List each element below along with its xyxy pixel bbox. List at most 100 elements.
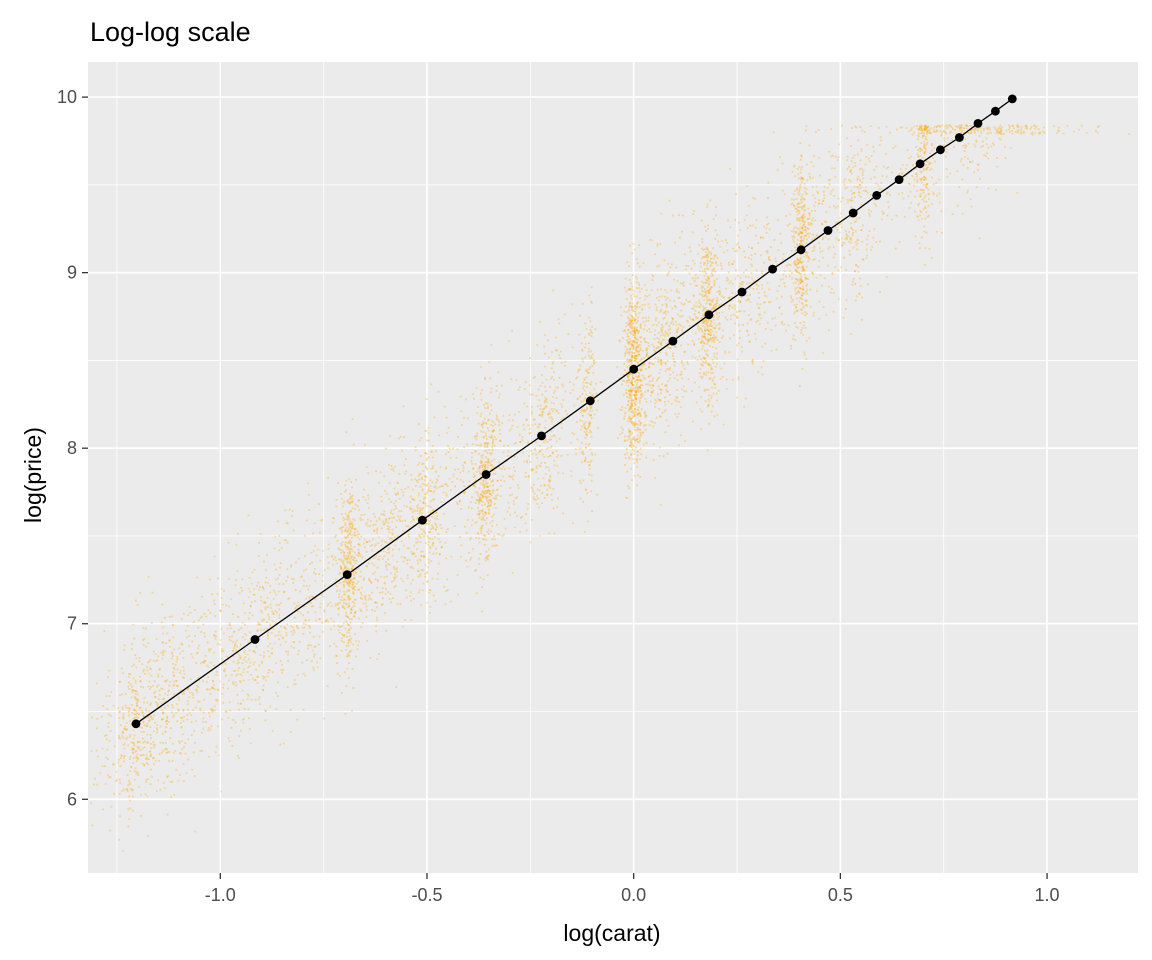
scatter-point (699, 306, 701, 308)
scatter-point (184, 742, 187, 744)
scatter-point (435, 487, 438, 490)
scatter-point (648, 361, 651, 364)
scatter-point (475, 521, 478, 523)
scatter-point (739, 229, 742, 231)
scatter-point (712, 268, 715, 271)
scatter-point (280, 602, 282, 604)
scatter-point (693, 210, 695, 212)
scatter-point (630, 454, 632, 456)
scatter-point (399, 520, 401, 522)
scatter-point (704, 349, 706, 352)
scatter-point (541, 414, 544, 416)
scatter-point (353, 615, 356, 618)
scatter-point (346, 546, 349, 549)
scatter-point (635, 438, 638, 441)
scatter-point (239, 703, 242, 705)
scatter-point (633, 413, 636, 416)
scatter-point (426, 580, 429, 583)
scatter-point (633, 333, 636, 335)
scatter-point (353, 605, 356, 607)
scatter-point (757, 285, 760, 287)
scatter-point (634, 403, 637, 406)
scatter-point (418, 534, 421, 536)
scatter-point (344, 490, 347, 493)
scatter-point (220, 597, 223, 599)
scatter-point (645, 349, 648, 352)
scatter-point (638, 386, 641, 389)
scatter-point (635, 397, 637, 400)
scatter-point (301, 575, 303, 578)
scatter-point (258, 588, 261, 591)
scatter-point (635, 459, 638, 461)
scatter-point (424, 564, 427, 567)
scatter-point (146, 733, 149, 736)
scatter-point (723, 362, 726, 365)
scatter-point (675, 346, 677, 348)
scatter-point (188, 635, 191, 637)
scatter-point (119, 765, 122, 767)
scatter-point (216, 699, 219, 701)
scatter-point (292, 582, 294, 584)
scatter-point (132, 623, 135, 626)
scatter-point (137, 747, 140, 750)
scatter-point (687, 320, 690, 323)
scatter-point (625, 391, 628, 394)
scatter-point (639, 434, 642, 437)
scatter-point (486, 496, 489, 498)
scatter-point (409, 506, 411, 509)
scatter-point (488, 435, 491, 438)
scatter-point (526, 461, 528, 464)
scatter-point (718, 290, 720, 292)
scatter-point (584, 346, 586, 349)
scatter-point (470, 556, 473, 559)
scatter-point (346, 595, 349, 598)
scatter-point (634, 304, 636, 307)
scatter-point (417, 562, 420, 565)
scatter-point (699, 262, 702, 265)
scatter-point (711, 358, 714, 361)
scatter-point (427, 505, 430, 508)
scatter-point (629, 434, 632, 436)
scatter-point (334, 535, 337, 538)
scatter-point (718, 323, 721, 326)
scatter-point (535, 465, 538, 468)
scatter-point (142, 737, 144, 740)
scatter-point (296, 718, 299, 721)
scatter-point (169, 680, 172, 683)
scatter-point (572, 389, 574, 391)
scatter-point (429, 489, 432, 492)
scatter-point (296, 625, 298, 627)
scatter-point (638, 287, 640, 290)
scatter-point (109, 730, 112, 732)
scatter-point (557, 497, 559, 500)
scatter-point (394, 465, 397, 468)
scatter-point (410, 619, 413, 622)
scatter-point (636, 303, 638, 305)
scatter-point (714, 270, 717, 273)
scatter-point (91, 716, 93, 719)
scatter-point (682, 364, 685, 367)
scatter-point (269, 624, 272, 627)
scatter-point (654, 253, 657, 256)
scatter-point (262, 675, 264, 677)
scatter-point (345, 536, 347, 539)
scatter-point (703, 320, 705, 323)
scatter-point (474, 436, 477, 439)
scatter-point (365, 466, 368, 468)
scatter-point (708, 400, 711, 403)
scatter-point (335, 505, 338, 508)
scatter-point (236, 570, 239, 572)
scatter-point (236, 662, 239, 665)
scatter-point (168, 760, 170, 763)
scatter-point (634, 319, 636, 322)
scatter-point (587, 461, 589, 463)
scatter-point (139, 675, 141, 678)
scatter-point (322, 596, 325, 598)
scatter-point (256, 629, 259, 632)
scatter-point (713, 283, 716, 286)
scatter-point (255, 669, 258, 671)
scatter-point (622, 337, 624, 339)
scatter-point (653, 349, 656, 352)
scatter-point (514, 470, 516, 472)
scatter-point (228, 622, 231, 624)
